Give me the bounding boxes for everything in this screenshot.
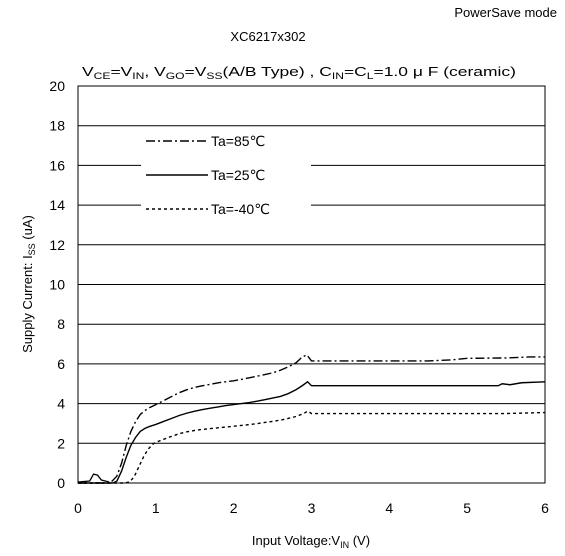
y-tick-label: 12 (49, 237, 65, 253)
x-tick-label: 1 (152, 500, 160, 516)
subscript: L (367, 71, 374, 81)
subscript: IN (340, 540, 349, 550)
x-tick-label: 4 (385, 500, 393, 516)
x-tick-label: 0 (74, 500, 82, 516)
subscript: CE (94, 71, 111, 81)
series-line-dotted (78, 410, 546, 484)
test-conditions: V CE =V IN, V GO =V SS (A/B Type) , C IN =C L =1.0 … (82, 64, 516, 81)
mode-label: PowerSave mode (454, 5, 557, 20)
plot-frame (77, 85, 546, 484)
y-tick-label: 18 (49, 118, 65, 134)
y-axis-label: Supply Current: ISS (uA) (20, 215, 37, 353)
y-tick-label: 6 (57, 356, 65, 372)
y-tick-label: 14 (49, 197, 65, 213)
chart-title: XC6217x302 (230, 29, 305, 44)
x-tick-label: 6 (541, 500, 549, 516)
y-tick-label: 10 (49, 277, 65, 293)
subscript: GO (166, 71, 185, 81)
y-tick-label: 20 (49, 78, 65, 94)
low-voltage-spike (77, 473, 110, 483)
legend-label: Ta=85℃ (211, 133, 265, 149)
series-line-solid (78, 380, 546, 484)
y-tick-label: 16 (49, 157, 65, 173)
y-tick-label: 8 (57, 316, 65, 332)
y-tick-label: 0 (57, 475, 65, 491)
legend-label: Ta=-40℃ (211, 201, 270, 217)
subscript: SS (206, 71, 222, 81)
subscript: IN (332, 71, 344, 81)
x-tick-label: 3 (308, 500, 316, 516)
legend-label: Ta=25℃ (211, 167, 265, 183)
subscript: IN (132, 71, 144, 81)
x-axis-label: Input Voltage:VIN (V) (252, 533, 370, 550)
y-tick-label: 4 (57, 396, 65, 412)
x-tick-label: 2 (230, 500, 238, 516)
y-tick-label: 2 (57, 435, 65, 451)
series-line-dash-dot (78, 354, 545, 484)
series-layer (77, 354, 546, 484)
x-tick-label: 5 (463, 500, 471, 516)
legend-background (141, 128, 311, 214)
legend: Ta=85℃ Ta=25℃ Ta=-40℃ (141, 128, 311, 217)
subscript: SS (27, 243, 37, 255)
